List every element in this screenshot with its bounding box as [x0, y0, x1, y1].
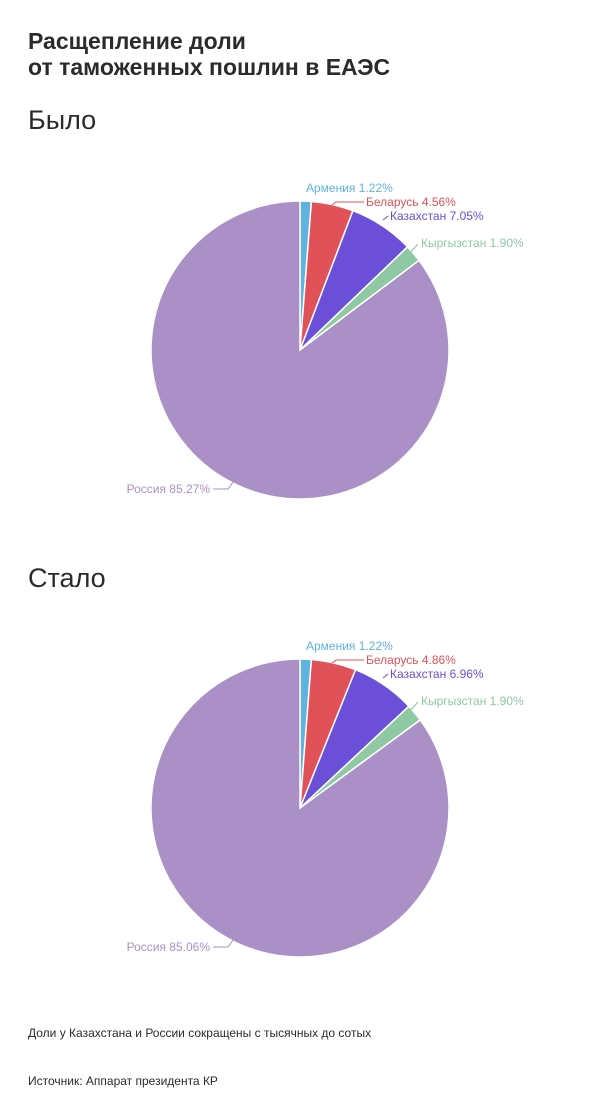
leader-line-2: [382, 673, 389, 679]
slice-label-4: Россия 85.06%: [127, 940, 211, 954]
pie-slice-4: [150, 200, 450, 500]
slice-label-1: Беларусь 4.56%: [366, 195, 456, 209]
page-title: Расщепление доли от таможенных пошлин в …: [28, 28, 390, 80]
title-line-1: Расщепление доли: [28, 28, 246, 54]
pie-chart-after: Армения 1.22%Беларусь 4.86%Казахстан 6.9…: [127, 639, 524, 958]
leader-line-3: [410, 701, 419, 711]
leader-line-2: [382, 215, 389, 221]
slice-label-0: Армения 1.22%: [306, 181, 393, 195]
slice-label-4: Россия 85.27%: [127, 482, 211, 496]
leader-line-1: [331, 201, 364, 206]
footnote: Доли у Казахстана и России сокращены с т…: [28, 1026, 372, 1040]
source-note: Источник: Аппарат президента КР: [28, 1074, 218, 1088]
chart-before-title: Было: [28, 105, 97, 135]
slice-label-1: Беларусь 4.86%: [366, 653, 456, 667]
slice-label-0: Армения 1.22%: [306, 639, 393, 653]
leader-line-1: [331, 659, 364, 664]
title-line-2: от таможенных пошлин в ЕАЭС: [28, 54, 391, 80]
slice-label-2: Казахстан 7.05%: [390, 209, 484, 223]
leader-line-4: [213, 481, 234, 490]
slice-label-3: Кыргызстан 1.90%: [421, 236, 524, 250]
pie-chart-before: Армения 1.22%Беларусь 4.56%Казахстан 7.0…: [127, 181, 524, 500]
slice-label-2: Казахстан 6.96%: [390, 667, 484, 681]
chart-after-title: Стало: [28, 563, 106, 593]
leader-line-4: [213, 939, 234, 948]
slice-label-3: Кыргызстан 1.90%: [421, 694, 524, 708]
leader-line-3: [410, 243, 419, 253]
